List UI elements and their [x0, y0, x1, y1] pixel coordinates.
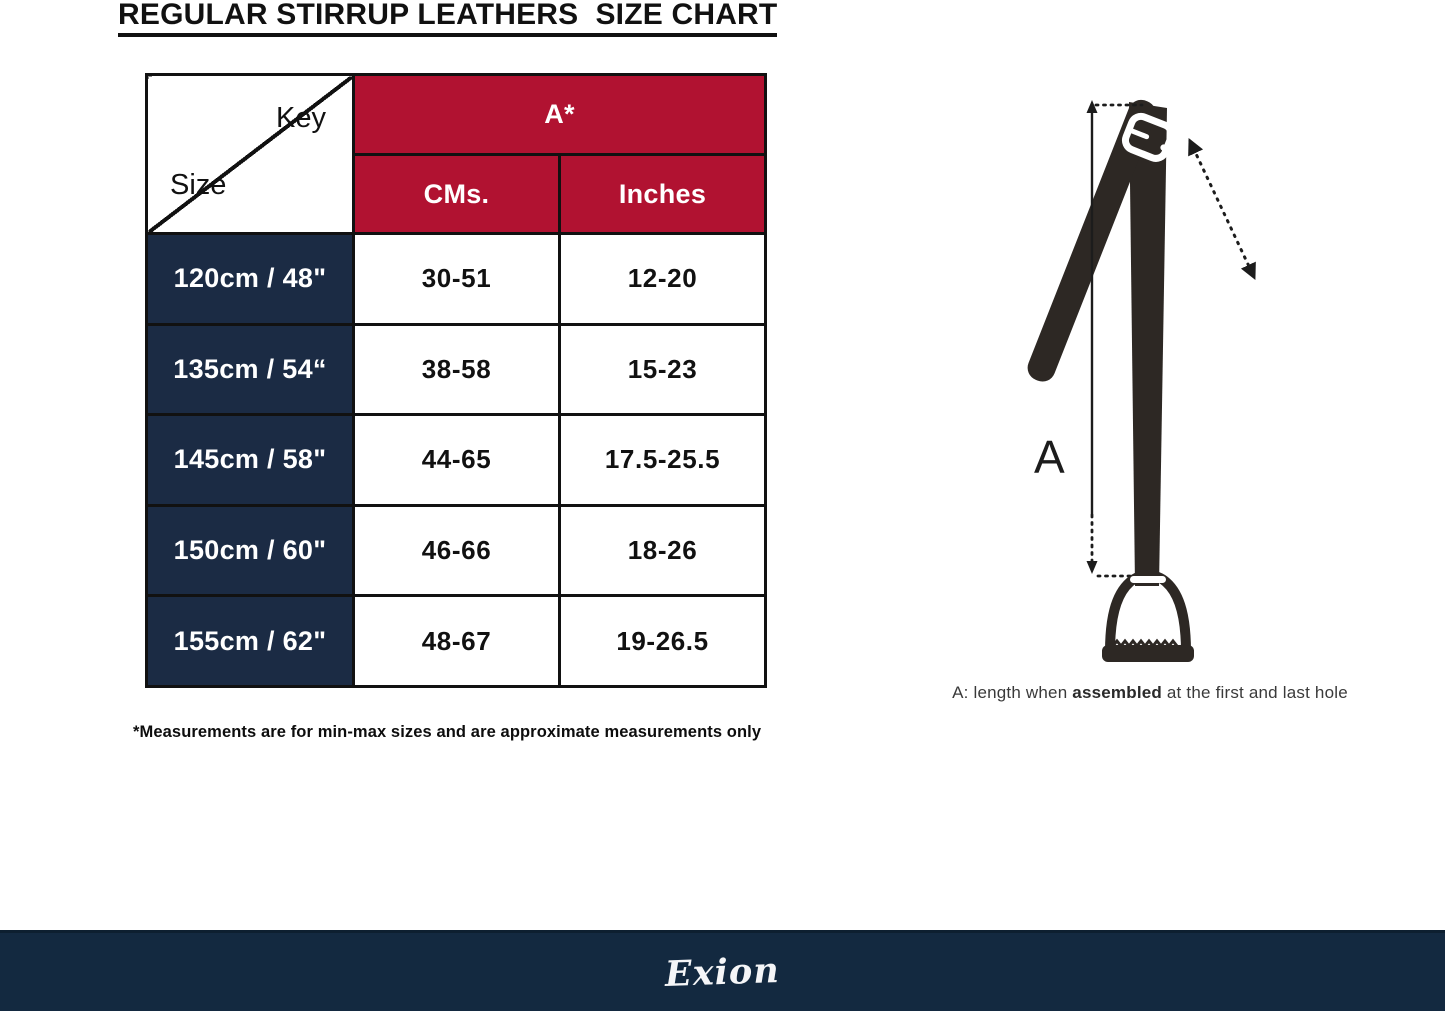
- buckle-icon: [1121, 112, 1175, 162]
- strap-measure-arrow: [1188, 138, 1256, 280]
- row-inches-cell: 17.5-25.5: [557, 413, 768, 507]
- row-cms-cell: 48-67: [352, 594, 561, 688]
- page-title: REGULAR STIRRUP LEATHERS SIZE CHART: [118, 0, 778, 37]
- table-row: 120cm / 48" 30-51 12-20: [145, 232, 768, 326]
- row-cms-cell: 46-66: [352, 503, 561, 598]
- footer-bar: Exion: [0, 930, 1445, 1011]
- caption-prefix: A: length when: [952, 683, 1073, 702]
- table-row: 145cm / 58" 44-65 17.5-25.5: [145, 413, 768, 507]
- row-cms-cell: 44-65: [352, 413, 561, 507]
- row-size-cell: 155cm / 62": [145, 594, 355, 688]
- row-inches-cell: 19-26.5: [557, 594, 768, 688]
- col-header-cms: CMs.: [352, 153, 561, 235]
- row-size-cell: 145cm / 58": [145, 413, 355, 507]
- col-header-inches: Inches: [557, 153, 768, 235]
- corner-key-label: Key: [276, 102, 326, 134]
- row-inches-cell: 12-20: [557, 232, 768, 326]
- angled-strap: [1027, 99, 1220, 382]
- table-body: 120cm / 48" 30-51 12-20 135cm / 54“ 38-58 15-…: [145, 232, 768, 688]
- caption-bold: assembled: [1072, 683, 1162, 702]
- group-header-cell: A*: [351, 73, 768, 156]
- row-cms-cell: 38-58: [352, 322, 561, 417]
- strap-holes: [1160, 144, 1220, 285]
- stirrup-iron: [1102, 570, 1194, 662]
- row-size-cell: 135cm / 54“: [145, 322, 355, 417]
- row-size-cell: 150cm / 60": [145, 503, 355, 598]
- measurements-footnote: *Measurements are for min-max sizes and …: [133, 723, 762, 741]
- vertical-strap: [1129, 102, 1167, 586]
- corner-header-cell: Key Size: [145, 73, 355, 235]
- dimension-line: [1086, 100, 1144, 578]
- table-row: 135cm / 54“ 38-58 15-23: [145, 322, 768, 417]
- caption-suffix: at the first and last hole: [1161, 683, 1348, 702]
- row-inches-cell: 15-23: [557, 322, 768, 417]
- row-cms-cell: 30-51: [352, 232, 561, 326]
- row-inches-cell: 18-26: [557, 503, 768, 598]
- brand-logo: Exion: [664, 949, 781, 995]
- size-chart-table: Key Size A* CMs. Inches 120cm / 48" 30-51…: [145, 73, 768, 688]
- row-size-cell: 120cm / 48": [145, 232, 355, 326]
- stirrup-leather-illustration: A: [1027, 99, 1256, 662]
- corner-size-label: Size: [170, 169, 227, 201]
- diagram-caption: A: length when assembled at the first an…: [890, 683, 1410, 703]
- table-row: 150cm / 60" 46-66 18-26: [145, 503, 768, 598]
- dimension-label: A: [1034, 431, 1065, 483]
- table-row: 155cm / 62" 48-67 19-26.5: [145, 594, 768, 688]
